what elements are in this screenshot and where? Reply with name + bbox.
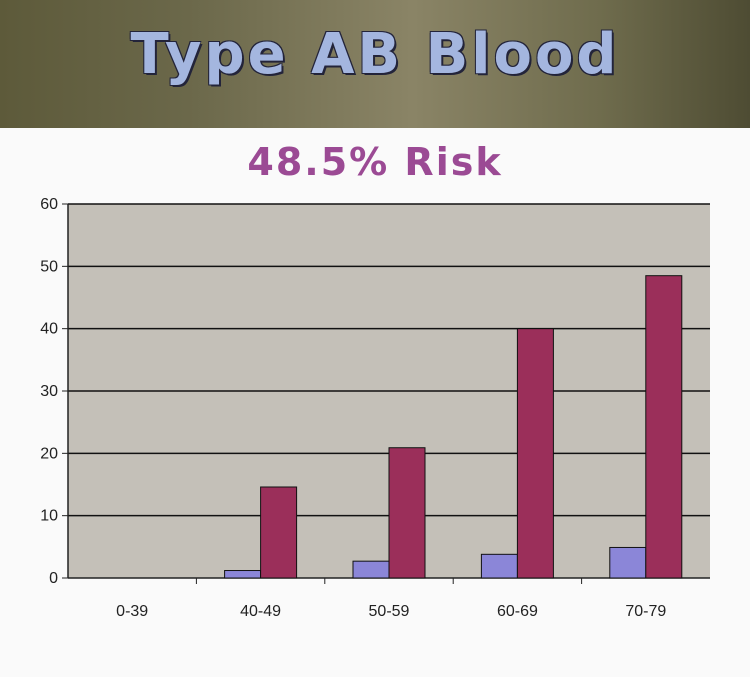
bar-series-2 <box>260 486 298 579</box>
x-tick-label: 0-39 <box>116 603 148 620</box>
y-tick-label: 0 <box>49 570 58 587</box>
y-tick-label: 50 <box>40 258 58 275</box>
bar-series-1 <box>609 546 647 579</box>
x-tick-label: 50-59 <box>369 603 410 620</box>
chart-title: 48.5% Risk <box>247 140 503 184</box>
bar-series-2 <box>388 447 426 579</box>
title-banner: Type AB Blood <box>0 0 750 128</box>
bar-series-2 <box>516 328 554 579</box>
bar-series-1 <box>352 560 390 579</box>
bar-series-1 <box>480 553 518 579</box>
y-tick-label: 60 <box>40 196 58 213</box>
y-tick-label: 30 <box>40 383 58 400</box>
y-tick-label: 20 <box>40 445 58 462</box>
x-tick-label: 70-79 <box>625 603 666 620</box>
banner-title: Type AB Blood <box>130 22 620 87</box>
y-tick-label: 40 <box>40 321 58 338</box>
x-tick-label: 60-69 <box>497 603 538 620</box>
bar-series-1 <box>224 570 262 579</box>
x-tick-label: 40-49 <box>240 603 281 620</box>
bar-series-2 <box>645 275 683 579</box>
y-tick-label: 10 <box>40 508 58 525</box>
